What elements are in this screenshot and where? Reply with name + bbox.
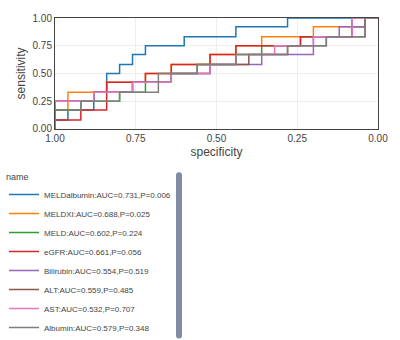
- svg-text:specificity: specificity: [190, 145, 242, 159]
- svg-text:0.50: 0.50: [33, 68, 53, 79]
- svg-text:name: name: [6, 172, 29, 182]
- svg-text:MELDXI:AUC=0.688,P=0.025: MELDXI:AUC=0.688,P=0.025: [44, 210, 150, 219]
- svg-text:0.00: 0.00: [33, 123, 53, 134]
- svg-text:Bilirubin:AUC=0.554,P=0.519: Bilirubin:AUC=0.554,P=0.519: [44, 267, 149, 276]
- svg-text:0.75: 0.75: [126, 133, 146, 144]
- svg-text:AST:AUC=0.532,P=0.707: AST:AUC=0.532,P=0.707: [44, 305, 135, 314]
- svg-text:MELDalbumin:AUC=0.731,P=0.006: MELDalbumin:AUC=0.731,P=0.006: [44, 191, 171, 200]
- svg-text:1.00: 1.00: [33, 13, 53, 24]
- svg-text:Albumin:AUC=0.579,P=0.348: Albumin:AUC=0.579,P=0.348: [44, 324, 150, 333]
- svg-text:MELD:AUC=0.602,P=0.224: MELD:AUC=0.602,P=0.224: [44, 229, 143, 238]
- svg-text:1.00: 1.00: [45, 133, 65, 144]
- svg-text:0.00: 0.00: [368, 133, 388, 144]
- svg-text:sensitivity: sensitivity: [14, 47, 28, 99]
- svg-text:eGFR:AUC=0.661,P=0.056: eGFR:AUC=0.661,P=0.056: [44, 248, 142, 257]
- svg-text:ALT:AUC=0.559,P=0.485: ALT:AUC=0.559,P=0.485: [44, 286, 134, 295]
- svg-text:0.25: 0.25: [33, 96, 53, 107]
- svg-text:0.25: 0.25: [288, 133, 308, 144]
- svg-text:0.75: 0.75: [33, 40, 53, 51]
- svg-text:0.50: 0.50: [207, 133, 227, 144]
